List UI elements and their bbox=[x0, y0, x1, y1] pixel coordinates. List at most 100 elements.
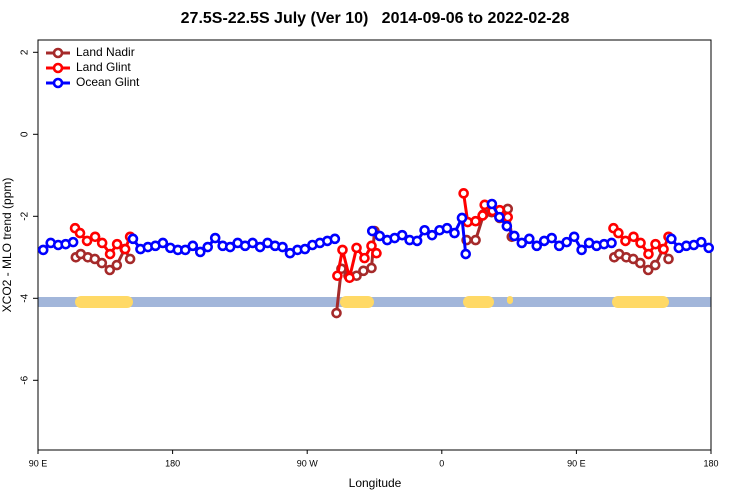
point bbox=[501, 220, 513, 232]
point bbox=[299, 243, 311, 255]
point bbox=[396, 229, 408, 241]
point bbox=[456, 212, 468, 224]
point bbox=[470, 215, 481, 227]
point bbox=[576, 244, 587, 256]
point bbox=[695, 236, 707, 248]
point bbox=[89, 231, 101, 243]
point bbox=[180, 244, 191, 256]
point bbox=[486, 198, 498, 210]
x-axis-label: Longitude bbox=[349, 476, 402, 490]
point bbox=[104, 248, 116, 260]
point bbox=[81, 235, 93, 247]
point bbox=[247, 237, 258, 249]
point bbox=[606, 237, 617, 249]
y-tick-label: 2 bbox=[20, 49, 31, 55]
legend-marker bbox=[52, 77, 64, 89]
point bbox=[332, 270, 343, 282]
point bbox=[502, 203, 514, 215]
legend-label: Ocean Glint bbox=[76, 75, 140, 89]
y-axis-label: XCO2 - MLO trend (ppm) bbox=[0, 178, 14, 313]
point bbox=[523, 233, 535, 245]
point bbox=[351, 242, 362, 254]
y-tick-label: -6 bbox=[20, 375, 31, 384]
point bbox=[337, 244, 348, 256]
point bbox=[371, 247, 382, 259]
point bbox=[359, 252, 370, 264]
point bbox=[502, 211, 514, 223]
x-tick-label: 90 E bbox=[567, 458, 586, 468]
y-tick-label: -2 bbox=[20, 211, 31, 220]
point bbox=[96, 257, 108, 269]
point bbox=[127, 233, 139, 245]
y-tick-label: 0 bbox=[20, 131, 31, 137]
point bbox=[650, 238, 661, 250]
land-strip bbox=[340, 296, 374, 308]
point bbox=[209, 232, 221, 244]
point bbox=[254, 241, 266, 253]
point bbox=[111, 238, 123, 250]
x-tick-label: 0 bbox=[439, 458, 444, 468]
point bbox=[531, 240, 543, 252]
series bbox=[37, 198, 715, 260]
x-tick-label: 90 W bbox=[297, 458, 319, 468]
point bbox=[224, 241, 236, 253]
point bbox=[74, 227, 86, 239]
land-ocean-band bbox=[38, 296, 711, 308]
x-tick-label: 180 bbox=[703, 458, 718, 468]
land-strip bbox=[612, 296, 669, 308]
x-tick-label: 90 E bbox=[29, 458, 48, 468]
chart-title: 27.5S-22.5S July (Ver 10) 2014-09-06 to … bbox=[181, 10, 570, 27]
point bbox=[366, 225, 378, 237]
point bbox=[494, 211, 505, 223]
point bbox=[658, 243, 669, 255]
legend-marker bbox=[52, 47, 64, 59]
land-strip bbox=[507, 296, 513, 304]
point bbox=[642, 264, 654, 276]
point bbox=[509, 230, 520, 242]
point bbox=[111, 259, 123, 271]
point bbox=[67, 236, 79, 248]
point bbox=[703, 242, 715, 254]
point bbox=[449, 227, 460, 239]
point bbox=[635, 237, 646, 249]
point bbox=[561, 236, 572, 248]
point bbox=[546, 232, 558, 244]
point bbox=[634, 257, 646, 269]
point bbox=[516, 237, 528, 249]
point bbox=[187, 240, 199, 252]
point bbox=[568, 231, 580, 243]
point bbox=[329, 233, 341, 245]
point bbox=[124, 253, 136, 265]
point bbox=[344, 272, 355, 284]
point bbox=[411, 235, 423, 247]
point bbox=[649, 259, 661, 271]
point bbox=[426, 229, 438, 241]
point bbox=[157, 237, 169, 249]
point bbox=[460, 248, 472, 260]
land-strip bbox=[463, 296, 494, 308]
legend-label: Land Glint bbox=[76, 60, 131, 74]
point bbox=[643, 248, 654, 260]
x-tick-label: 180 bbox=[165, 458, 180, 468]
y-tick-label: -4 bbox=[20, 293, 31, 302]
point bbox=[96, 237, 108, 249]
ocean-strip bbox=[38, 297, 711, 307]
point bbox=[620, 235, 631, 247]
point bbox=[119, 243, 131, 255]
point bbox=[458, 188, 469, 199]
point bbox=[277, 241, 288, 253]
point bbox=[666, 233, 677, 245]
point bbox=[663, 253, 674, 265]
point bbox=[37, 244, 49, 256]
point bbox=[477, 210, 488, 221]
point bbox=[374, 230, 386, 242]
point bbox=[194, 246, 206, 258]
point bbox=[104, 264, 116, 276]
legend-label: Land Nadir bbox=[76, 45, 135, 59]
land-strip bbox=[75, 296, 133, 308]
point bbox=[441, 222, 453, 234]
point bbox=[628, 231, 639, 243]
point bbox=[419, 224, 430, 236]
point bbox=[366, 262, 377, 274]
